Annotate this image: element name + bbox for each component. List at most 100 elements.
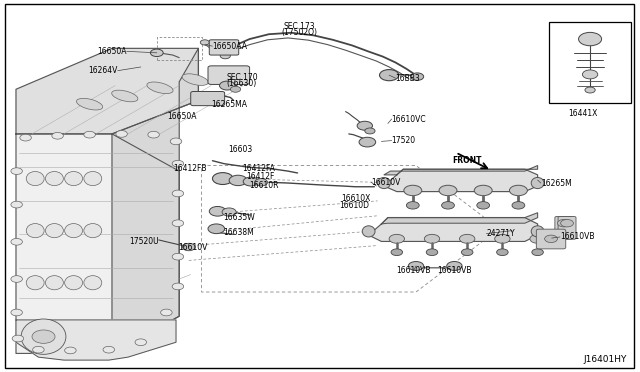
- Circle shape: [585, 87, 595, 93]
- Polygon shape: [16, 134, 179, 353]
- Circle shape: [84, 131, 95, 138]
- Text: 16412FB: 16412FB: [173, 164, 207, 173]
- Circle shape: [11, 309, 22, 316]
- Ellipse shape: [112, 90, 138, 102]
- Circle shape: [497, 249, 508, 256]
- Circle shape: [532, 249, 543, 256]
- Circle shape: [477, 202, 490, 209]
- Ellipse shape: [531, 226, 544, 237]
- Circle shape: [442, 202, 454, 209]
- Text: 16610V: 16610V: [178, 243, 207, 252]
- Circle shape: [357, 121, 372, 130]
- Circle shape: [172, 160, 184, 167]
- Circle shape: [200, 40, 209, 45]
- Circle shape: [65, 347, 76, 354]
- Text: SEC.170: SEC.170: [226, 73, 258, 81]
- FancyBboxPatch shape: [555, 217, 573, 239]
- Text: 16610VC: 16610VC: [392, 115, 426, 124]
- Circle shape: [579, 32, 602, 46]
- Circle shape: [172, 190, 184, 197]
- Circle shape: [116, 131, 127, 137]
- Circle shape: [495, 234, 510, 243]
- Circle shape: [222, 208, 236, 216]
- Circle shape: [208, 224, 225, 234]
- Ellipse shape: [45, 171, 63, 186]
- Text: 16265MA: 16265MA: [211, 100, 247, 109]
- FancyBboxPatch shape: [208, 66, 250, 84]
- Text: 16610R: 16610R: [250, 182, 279, 190]
- Ellipse shape: [45, 276, 63, 290]
- Text: 17520: 17520: [392, 136, 416, 145]
- Circle shape: [161, 309, 172, 316]
- Circle shape: [11, 201, 22, 208]
- Ellipse shape: [531, 177, 544, 189]
- Circle shape: [243, 177, 259, 186]
- Text: 16650A: 16650A: [168, 112, 197, 121]
- Circle shape: [103, 346, 115, 353]
- Polygon shape: [381, 213, 538, 224]
- Polygon shape: [16, 320, 176, 360]
- Text: SEC.173: SEC.173: [284, 22, 316, 31]
- Text: 16603: 16603: [228, 145, 253, 154]
- Circle shape: [460, 234, 475, 243]
- Text: 16610D: 16610D: [339, 201, 369, 210]
- Ellipse shape: [77, 98, 102, 110]
- Circle shape: [255, 179, 268, 186]
- Circle shape: [148, 131, 159, 138]
- Text: 16610VB: 16610VB: [396, 266, 431, 275]
- Circle shape: [439, 185, 457, 196]
- Circle shape: [220, 81, 235, 90]
- Circle shape: [530, 234, 545, 243]
- Circle shape: [404, 185, 422, 196]
- Polygon shape: [112, 48, 198, 353]
- Circle shape: [557, 219, 570, 227]
- Text: J16401HY: J16401HY: [584, 355, 627, 364]
- Circle shape: [406, 202, 419, 209]
- Circle shape: [474, 185, 492, 196]
- Text: 16264V: 16264V: [88, 66, 118, 75]
- Text: 16610X: 16610X: [341, 194, 371, 203]
- Ellipse shape: [378, 177, 390, 189]
- Circle shape: [20, 134, 31, 141]
- Ellipse shape: [26, 171, 44, 186]
- Text: 24271Y: 24271Y: [486, 229, 515, 238]
- Ellipse shape: [362, 226, 375, 237]
- Ellipse shape: [65, 224, 83, 238]
- Ellipse shape: [84, 276, 102, 290]
- Circle shape: [216, 47, 229, 55]
- Text: 16412F: 16412F: [246, 172, 275, 181]
- Polygon shape: [384, 169, 538, 192]
- Polygon shape: [369, 218, 538, 241]
- Circle shape: [426, 249, 438, 256]
- Bar: [549, 22, 631, 103]
- Polygon shape: [384, 166, 538, 175]
- Circle shape: [447, 262, 462, 270]
- Circle shape: [52, 132, 63, 139]
- Circle shape: [512, 202, 525, 209]
- Circle shape: [561, 219, 573, 227]
- Circle shape: [32, 330, 55, 343]
- Text: 16265M: 16265M: [541, 179, 572, 187]
- Circle shape: [545, 235, 557, 243]
- Text: (17502O): (17502O): [282, 28, 317, 37]
- FancyBboxPatch shape: [209, 40, 239, 55]
- Ellipse shape: [147, 82, 173, 94]
- Circle shape: [230, 86, 241, 92]
- Circle shape: [182, 243, 195, 251]
- FancyBboxPatch shape: [558, 217, 576, 239]
- Circle shape: [391, 249, 403, 256]
- Circle shape: [389, 234, 404, 243]
- Circle shape: [509, 185, 527, 196]
- Text: 16610VB: 16610VB: [560, 232, 595, 241]
- Ellipse shape: [182, 74, 208, 86]
- Text: 16650AA: 16650AA: [212, 42, 248, 51]
- FancyBboxPatch shape: [191, 92, 225, 106]
- Circle shape: [424, 234, 440, 243]
- Circle shape: [209, 206, 226, 216]
- Circle shape: [359, 137, 376, 147]
- Circle shape: [11, 238, 22, 245]
- Text: 16638M: 16638M: [223, 228, 253, 237]
- Circle shape: [135, 339, 147, 346]
- Ellipse shape: [84, 224, 102, 238]
- Circle shape: [150, 49, 163, 57]
